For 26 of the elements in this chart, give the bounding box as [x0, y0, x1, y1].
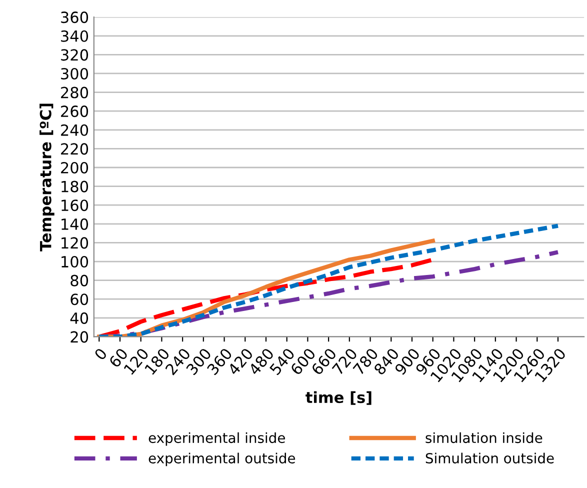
y-tick-label: 180	[62, 180, 88, 192]
x-axis-title: time [s]	[306, 391, 372, 405]
y-tick-label: 200	[61, 162, 88, 174]
y-tick-label: 140	[62, 218, 88, 230]
line-series	[97, 224, 560, 337]
legend-label: experimental inside	[148, 432, 285, 446]
y-tick-label: 80	[70, 274, 88, 286]
y-tick-label: 20	[70, 331, 88, 343]
y-tick-label: 240	[61, 124, 88, 136]
legend-label: simulation inside	[426, 432, 542, 444]
y-tick-label: 220	[61, 143, 88, 155]
y-tick-label: 100	[62, 256, 88, 268]
y-tick-label: 40	[70, 312, 88, 324]
x-tick-label: 0	[94, 347, 108, 361]
y-tick-label: 260	[61, 106, 88, 118]
y-tick-label: 280	[61, 86, 88, 98]
y-tick-label: 160	[62, 200, 88, 212]
y-tick-label: 340	[61, 30, 88, 42]
y-axis-title: Temperature [ºC]	[40, 104, 54, 252]
y-tick-label: 300	[61, 68, 88, 80]
legend-label: experimental outside	[148, 452, 296, 466]
y-tick-label: 60	[70, 294, 88, 306]
y-tick-label: 120	[62, 237, 88, 249]
legend-label: Simulation outside	[426, 452, 554, 464]
y-tick-label: 360	[61, 12, 88, 24]
y-tick-label: 320	[61, 49, 88, 61]
